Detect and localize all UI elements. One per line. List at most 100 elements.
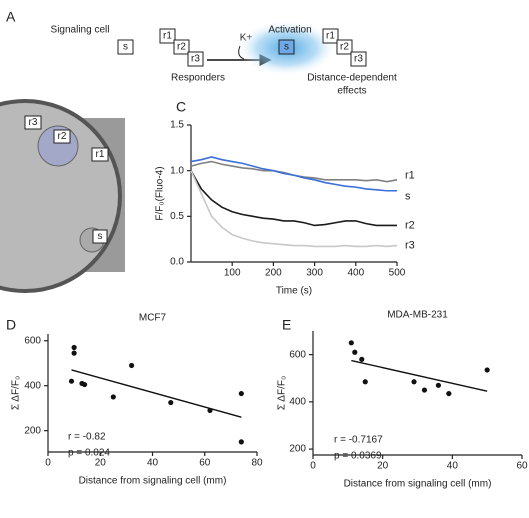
y-tick-label: 600 [24, 335, 41, 346]
annotation: p = 0.0369 [334, 451, 382, 462]
annotation: r = -0.7167 [334, 435, 383, 446]
x-tick-label: 100 [224, 268, 241, 279]
cell-box [53, 129, 71, 144]
series-label: r1 [405, 170, 415, 182]
point [71, 344, 77, 351]
cell-label: r1 [96, 149, 105, 160]
series-line [190, 170, 397, 227]
y-tick-label: 0.0 [170, 257, 184, 268]
y-axis-label: Σ ΔF/F₀ [11, 376, 22, 410]
point [110, 394, 116, 400]
y-tick-label: 0.5 [170, 211, 184, 222]
x-tick-label: 20 [95, 458, 107, 469]
fit-line [351, 359, 488, 392]
cell-label: r2 [58, 131, 67, 142]
panel-label: D [6, 317, 16, 333]
x-tick-label: 60 [199, 458, 211, 469]
x-axis-label: Distance from signaling cell (mm) [79, 476, 227, 487]
point [129, 362, 135, 369]
cell-box [173, 39, 190, 55]
y-axis-label: F/F₀(Fluo-4) [155, 166, 166, 220]
y-tick-label: 600 [289, 349, 306, 360]
x-tick-label: 80 [251, 458, 263, 469]
point [348, 340, 354, 346]
cell-box [187, 51, 204, 67]
micrograph: r3 r2 r1 s [0, 99, 125, 293]
cell-label: r1 [163, 31, 172, 42]
y-tick-label: 200 [289, 444, 306, 455]
x-tick-label: 60 [516, 461, 528, 472]
x-tick-label: 40 [147, 458, 159, 469]
point [421, 387, 428, 393]
cell-label: s [98, 231, 103, 242]
point [435, 382, 441, 388]
x-tick-label: 0 [310, 461, 316, 472]
x-axis-label: Time (s) [276, 286, 312, 297]
label: Distance-dependent [307, 73, 397, 84]
x-tick-label: 0 [45, 458, 51, 469]
y-tick-label: 1.5 [170, 120, 184, 131]
point [411, 379, 417, 385]
y-tick-label: 400 [24, 380, 41, 391]
x-tick-label: 300 [306, 268, 323, 279]
cell-label: r3 [354, 54, 363, 65]
cell-label: r2 [340, 42, 349, 53]
label: Activation [268, 25, 311, 36]
point [81, 381, 88, 388]
y-tick-label: 1.0 [170, 165, 184, 176]
cell-box [350, 51, 367, 67]
series-label: r2 [405, 219, 415, 231]
series-line [190, 170, 398, 248]
panel-label: E [282, 317, 291, 333]
cell-label: r1 [326, 31, 335, 42]
x-axis-label: Distance from signaling cell (mm) [344, 479, 492, 490]
cell-box [92, 229, 108, 244]
point [446, 390, 452, 397]
point [238, 439, 244, 445]
label: effects [337, 86, 366, 97]
y-axis-label: Σ ΔF/F₀ [277, 376, 288, 410]
point [362, 379, 368, 385]
cell-box [117, 39, 134, 55]
label: Signaling cell [51, 25, 110, 36]
fit-line [71, 369, 242, 418]
point [238, 390, 244, 397]
x-tick-label: 400 [347, 268, 364, 279]
y-tick-label: 400 [289, 396, 306, 407]
cell-box [278, 39, 295, 55]
point [68, 378, 75, 384]
x-tick-label: 40 [447, 461, 459, 472]
series-line [190, 160, 398, 183]
diagram: Signaling cell s r1 r2 r3 Responders K+ … [51, 20, 397, 97]
cell-label: s [123, 42, 128, 53]
point [352, 349, 358, 355]
x-tick-label: 200 [265, 268, 282, 279]
point [71, 350, 77, 356]
point [484, 367, 490, 373]
cell-label: r3 [29, 117, 38, 128]
label: Responders [171, 73, 225, 84]
point [168, 399, 174, 406]
chart-title: MCF7 [139, 313, 167, 324]
cell-box [91, 147, 109, 162]
panel-label: A [6, 9, 16, 25]
series-label: r3 [405, 239, 415, 251]
cell-box [336, 39, 353, 55]
panel-label: C [176, 99, 186, 115]
chart-title: MDA-MB-231 [387, 310, 448, 321]
cell-box [322, 28, 339, 44]
cell-label: r3 [191, 54, 200, 65]
x-tick-label: 20 [377, 461, 389, 472]
series-label: s [405, 191, 411, 203]
y-tick-label: 200 [24, 425, 41, 436]
series-line [190, 156, 397, 192]
x-tick-label: 500 [389, 268, 406, 279]
annotation: p = 0.024 [68, 448, 110, 459]
cell-label: s [284, 42, 289, 53]
cell-box [24, 115, 42, 130]
cell-box [159, 28, 176, 44]
point [359, 356, 365, 362]
annotation: r = -0.82 [68, 432, 106, 443]
cell-label: r2 [177, 42, 186, 53]
